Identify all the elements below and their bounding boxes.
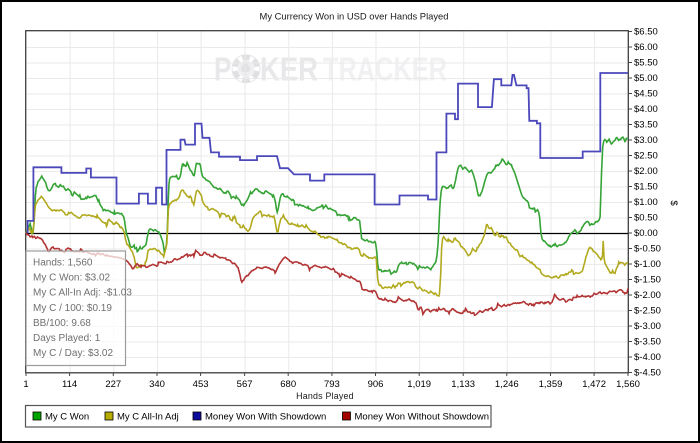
svg-text:1,472: 1,472 (582, 379, 606, 390)
svg-text:$5.50: $5.50 (634, 58, 658, 69)
svg-text:340: 340 (149, 379, 165, 390)
svg-text:$5.00: $5.00 (634, 73, 658, 84)
svg-text:$6.50: $6.50 (634, 27, 658, 38)
svg-text:114: 114 (62, 379, 77, 390)
svg-text:TRACKER: TRACKER (323, 52, 447, 89)
svg-text:My C Won: $3.02: My C Won: $3.02 (33, 273, 111, 284)
svg-text:$-0.50: $-0.50 (634, 244, 661, 255)
svg-text:680: 680 (280, 379, 296, 390)
svg-text:My C / Day: $3.02: My C / Day: $3.02 (33, 348, 113, 359)
svg-text:$-1.00: $-1.00 (634, 259, 661, 270)
svg-text:1,246: 1,246 (495, 379, 519, 390)
svg-text:$-3.50: $-3.50 (634, 337, 661, 348)
svg-text:227: 227 (105, 379, 121, 390)
svg-text:$0.50: $0.50 (634, 213, 658, 224)
svg-text:$: $ (668, 200, 679, 206)
svg-text:My Currency Won in USD over Ha: My Currency Won in USD over Hands Played (260, 11, 449, 22)
svg-text:$-2.50: $-2.50 (634, 306, 661, 317)
svg-text:My C All-In Adj: My C All-In Adj (117, 412, 179, 423)
svg-text:$6.00: $6.00 (634, 42, 658, 53)
svg-text:$2.00: $2.00 (634, 166, 658, 177)
svg-text:$-4.00: $-4.00 (634, 352, 661, 363)
svg-text:$1.00: $1.00 (634, 197, 658, 208)
svg-text:$-2.00: $-2.00 (634, 290, 661, 301)
svg-text:$4.50: $4.50 (634, 89, 658, 100)
svg-text:$-1.50: $-1.50 (634, 275, 661, 286)
svg-text:$0.00: $0.00 (634, 228, 658, 239)
svg-text:P: P (214, 52, 232, 89)
svg-text:Days Played: 1: Days Played: 1 (33, 333, 101, 344)
svg-text:793: 793 (324, 379, 340, 390)
svg-text:Money Won With Showdown: Money Won With Showdown (205, 412, 326, 423)
svg-text:453: 453 (193, 379, 209, 390)
svg-text:$-3.00: $-3.00 (634, 321, 661, 332)
svg-text:My C / 100: $0.19: My C / 100: $0.19 (33, 303, 112, 314)
svg-text:BB/100: 9.68: BB/100: 9.68 (33, 318, 91, 329)
svg-text:1,133: 1,133 (451, 379, 475, 390)
svg-text:My C All-In Adj: -$1.03: My C All-In Adj: -$1.03 (33, 288, 132, 299)
svg-text:Money Won Without Showdown: Money Won Without Showdown (355, 412, 489, 423)
svg-text:1,019: 1,019 (407, 379, 431, 390)
svg-text:$3.50: $3.50 (634, 120, 658, 131)
svg-text:My C Won: My C Won (45, 412, 89, 423)
svg-text:906: 906 (368, 379, 384, 390)
svg-text:Hands: 1,560: Hands: 1,560 (33, 258, 93, 269)
svg-text:$2.50: $2.50 (634, 151, 658, 162)
svg-text:$3.00: $3.00 (634, 135, 658, 146)
svg-text:1: 1 (23, 379, 28, 390)
svg-text:$4.00: $4.00 (634, 104, 658, 115)
svg-text:567: 567 (237, 379, 253, 390)
svg-text:1,359: 1,359 (539, 379, 563, 390)
svg-text:$1.50: $1.50 (634, 182, 658, 193)
svg-text:$-4.50: $-4.50 (634, 368, 661, 379)
svg-text:1,560: 1,560 (616, 379, 640, 390)
svg-text:Hands Played: Hands Played (296, 391, 354, 401)
